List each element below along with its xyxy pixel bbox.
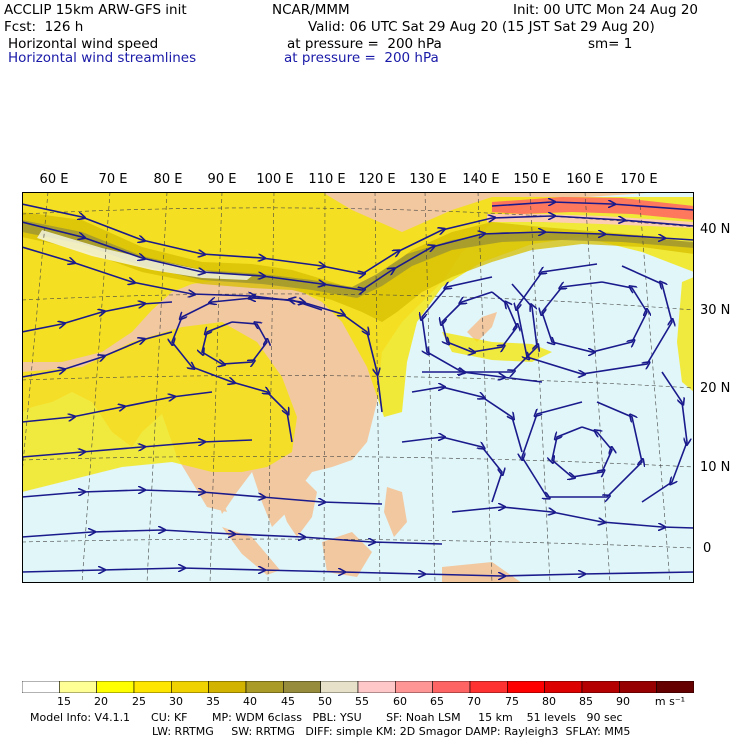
streamline-jet-4 xyxy=(491,202,694,211)
streamline-pacific-3 xyxy=(451,507,694,528)
lon-label-140e: 140 E xyxy=(462,172,500,187)
lon-label-70e: 70 E xyxy=(98,172,128,187)
streamline-anticyclone-east-outer xyxy=(517,263,672,374)
land-philippines xyxy=(384,487,407,537)
smoothing-label: sm= 1 xyxy=(588,36,633,52)
forecast-hour: Fcst: 126 h xyxy=(4,19,84,35)
colorbar-label-20: 20 xyxy=(94,695,108,708)
colorbar-label-70: 70 xyxy=(467,695,481,708)
map-frame xyxy=(22,192,694,583)
footer-model-info: Model Info: V4.1.1 CU: KF MP: WDM 6class… xyxy=(30,711,623,724)
colorbar-label-35: 35 xyxy=(206,695,220,708)
streamline-south-2 xyxy=(22,530,443,544)
field-label-speed: Horizontal wind speed xyxy=(8,36,159,52)
streamlines xyxy=(22,202,694,576)
pressure-level-speed: at pressure = 200 hPa xyxy=(287,36,442,52)
lon-label-60e: 60 E xyxy=(39,172,69,187)
colorbar-swatch xyxy=(544,681,583,693)
colorbar-swatch xyxy=(133,681,172,693)
colorbar-label-45: 45 xyxy=(281,695,295,708)
colorbar-swatch xyxy=(357,681,396,693)
streamline-south-3 xyxy=(22,568,694,576)
colorbar-label-55: 55 xyxy=(355,695,369,708)
streamline-west-4 xyxy=(22,440,253,458)
streamline-west-2 xyxy=(22,331,173,378)
streamline-pacific-4 xyxy=(641,371,687,503)
lat-label-40n: 40 N xyxy=(700,222,731,237)
colorbar-swatch xyxy=(656,681,694,693)
colorbar-swatch xyxy=(59,681,97,693)
colorbar xyxy=(22,681,694,693)
colorbar-label-75: 75 xyxy=(505,695,519,708)
model-title: ACCLIP 15km ARW-GFS init xyxy=(4,2,187,18)
lon-label-120e: 120 E xyxy=(358,172,396,187)
colorbar-label-85: 85 xyxy=(579,695,593,708)
colorbar-swatch xyxy=(507,681,545,693)
lat-label-equator: 0 xyxy=(703,541,712,556)
colorbar-unit: m s⁻¹ xyxy=(654,695,686,708)
lat-label-10n: 10 N xyxy=(700,460,731,475)
colorbar-label-65: 65 xyxy=(430,695,444,708)
colorbar-label-25: 25 xyxy=(132,695,146,708)
lon-label-80e: 80 E xyxy=(153,172,183,187)
footer-physics-info: LW: RRTMG SW: RRTMG DIFF: simple KM: 2D … xyxy=(152,725,631,738)
streamline-pacific-1 xyxy=(411,387,523,453)
colorbar-label-50: 50 xyxy=(318,695,332,708)
org-label: NCAR/MMM xyxy=(272,2,350,18)
colorbar-swatch xyxy=(96,681,135,693)
valid-time: Valid: 06 UTC Sat 29 Aug 20 (15 JST Sat … xyxy=(308,19,655,35)
jet-band-east-edge xyxy=(677,277,694,392)
streamline-anticyclone-2 xyxy=(202,322,267,364)
lat-label-20n: 20 N xyxy=(700,381,731,396)
colorbar-swatch xyxy=(320,681,359,693)
lon-label-160e: 160 E xyxy=(566,172,604,187)
lon-label-170e: 170 E xyxy=(620,172,658,187)
colorbar-swatch xyxy=(283,681,321,693)
colorbar-swatch xyxy=(395,681,433,693)
colorbar-swatch xyxy=(245,681,284,693)
colorbar-label-40: 40 xyxy=(243,695,257,708)
lon-label-130e: 130 E xyxy=(409,172,447,187)
grid-lon-60e xyxy=(22,192,49,478)
colorbar-swatch xyxy=(22,681,60,693)
pressure-level-streamlines: at pressure = 200 hPa xyxy=(284,50,439,66)
streamline-anticyclone-1 xyxy=(172,298,323,443)
colorbar-swatch xyxy=(432,681,471,693)
colorbar-swatch xyxy=(581,681,620,693)
colorbar-label-90: 90 xyxy=(616,695,630,708)
streamline-west-1 xyxy=(22,302,173,333)
colorbar-label-80: 80 xyxy=(542,695,556,708)
colorbar-swatch xyxy=(469,681,508,693)
streamline-pacific-5 xyxy=(422,372,543,383)
streamline-south-1 xyxy=(22,490,383,504)
streamline-pacific-2 xyxy=(401,437,502,503)
lat-label-30n: 30 N xyxy=(700,303,731,318)
colorbar-label-60: 60 xyxy=(393,695,407,708)
lon-label-90e: 90 E xyxy=(207,172,237,187)
colorbar-swatch xyxy=(208,681,247,693)
lon-label-100e: 100 E xyxy=(256,172,294,187)
colorbar-label-30: 30 xyxy=(169,695,183,708)
field-label-streamlines: Horizontal wind streamlines xyxy=(8,50,197,66)
colorbar-swatch xyxy=(171,681,209,693)
streamline-vortex-south-outer xyxy=(522,401,642,497)
streamline-west-3 xyxy=(22,391,213,423)
init-time: Init: 00 UTC Mon 24 Aug 20 xyxy=(513,2,698,18)
colorbar-swatch xyxy=(619,681,657,693)
lon-label-110e: 110 E xyxy=(308,172,346,187)
wind-map xyxy=(22,192,694,583)
lon-label-150e: 150 E xyxy=(513,172,551,187)
colorbar-label-15: 15 xyxy=(57,695,71,708)
